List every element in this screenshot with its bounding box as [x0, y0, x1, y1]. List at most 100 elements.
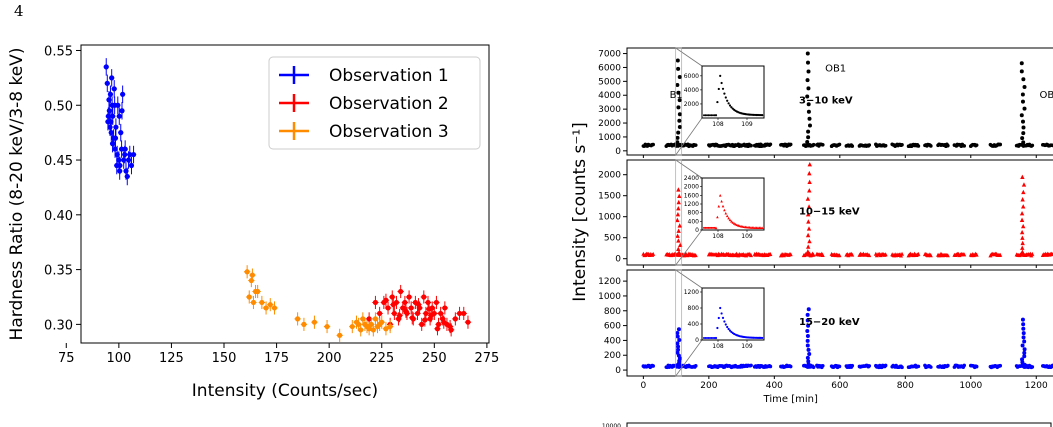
data-point: [377, 310, 383, 317]
flare-point: [1020, 249, 1025, 254]
flare-point: [807, 179, 812, 185]
data-point: [461, 310, 467, 317]
data-point: [250, 299, 257, 306]
data-point: [109, 75, 115, 81]
flare-point: [805, 196, 811, 201]
inset-point: [704, 337, 707, 339]
inset-y-tick-label: 1200: [684, 201, 699, 208]
flare-point: [806, 102, 811, 107]
data-point: [259, 299, 265, 306]
flare-point: [1021, 331, 1026, 336]
inset-zoom-1: [675, 47, 765, 156]
flare-point: [676, 130, 681, 135]
flare-point: [805, 343, 810, 348]
x-tick-label: 150: [212, 351, 237, 366]
data-point: [402, 299, 408, 306]
inset-point: [707, 337, 710, 339]
y-tick-label: 0.50: [44, 99, 73, 114]
baseline-point: [962, 144, 967, 148]
data-point: [421, 294, 427, 300]
baseline-point: [962, 363, 967, 368]
flare-point: [805, 143, 810, 148]
inset-point: [709, 226, 711, 229]
y-tick-label: 0.55: [44, 44, 73, 59]
flare-point: [1020, 240, 1025, 246]
flare-point: [675, 140, 680, 145]
baseline-point: [998, 252, 1003, 257]
baseline-point: [651, 251, 656, 256]
flare-point: [676, 187, 681, 192]
flare-point: [807, 252, 813, 257]
baseline-point: [916, 251, 921, 256]
flare-point: [676, 206, 681, 211]
data-point: [426, 306, 432, 312]
data-point: [109, 141, 116, 147]
light-curve-panel-1: [626, 47, 1053, 158]
inset-point: [709, 114, 711, 117]
data-point: [246, 294, 252, 300]
y-tick-label: 0.30: [44, 318, 73, 333]
flare-point: [1021, 140, 1026, 145]
baseline-point: [1050, 143, 1053, 148]
flare-point: [807, 162, 812, 167]
flare-point: [1021, 143, 1026, 148]
flare-point: [806, 359, 811, 364]
panel-y-tick-label: 800: [604, 307, 621, 317]
inset-y-tick-label: 2000: [684, 101, 699, 108]
flare-point: [676, 228, 681, 233]
data-point: [125, 157, 132, 163]
panel-y-tick-label: 1200: [598, 277, 621, 287]
inset-point: [721, 87, 725, 90]
flare-point: [806, 129, 811, 134]
baseline-point: [788, 364, 793, 369]
data-point: [422, 317, 428, 323]
inset-point: [725, 214, 729, 218]
data-point: [124, 173, 130, 180]
inset-point: [703, 114, 705, 117]
inset-x-tick-label: 109: [741, 343, 753, 350]
inset-point: [710, 114, 713, 117]
baseline-point: [788, 252, 793, 257]
inset-connector: [675, 229, 703, 266]
inset-point: [718, 194, 722, 197]
inset-point: [730, 219, 733, 223]
baseline-point: [974, 143, 979, 147]
inset-frame: [701, 287, 765, 341]
flare-point: [675, 135, 680, 140]
flare-point: [676, 252, 681, 257]
flare-point: [676, 199, 681, 205]
flare-point: [805, 244, 811, 249]
data-point: [121, 157, 127, 163]
baseline-point: [820, 364, 825, 368]
inset-point: [709, 337, 711, 339]
baseline-point: [788, 142, 793, 147]
flare-point: [1020, 99, 1025, 104]
inset-point: [726, 325, 729, 329]
x-tick-label: 100: [106, 351, 131, 366]
flare-point: [1021, 322, 1026, 327]
panel-y-tick-label: 3000: [598, 105, 621, 115]
inset-y-tick-label: 4000: [684, 87, 699, 94]
inset-frame: [701, 65, 765, 119]
zoom-region: [675, 269, 683, 377]
baseline-point: [749, 363, 753, 368]
data-point: [311, 319, 318, 325]
data-point: [255, 288, 261, 295]
flare-point: [806, 135, 811, 140]
baseline-point: [811, 252, 816, 257]
baseline-point: [768, 142, 773, 147]
data-point: [390, 302, 396, 308]
inset-frame: [701, 177, 765, 231]
inset-point: [704, 114, 707, 117]
zoom-region: [675, 159, 683, 266]
inset-point: [710, 337, 713, 339]
baseline-point: [768, 252, 773, 257]
flare-point: [805, 211, 811, 217]
energy-band-label: 15−20 keV: [799, 317, 860, 328]
flare-point: [805, 78, 810, 83]
inset-x-tick-label: 108: [712, 121, 724, 128]
flare-point: [675, 330, 680, 335]
flare-point: [806, 86, 811, 91]
flare-point: [805, 60, 810, 65]
inset-point: [727, 216, 730, 220]
